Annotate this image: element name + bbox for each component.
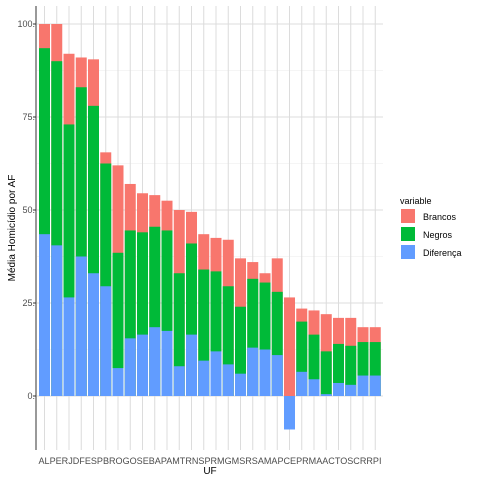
bar-diferena-df [75, 256, 87, 396]
bar-diferena-pi [369, 375, 381, 396]
y-tick-label: 0. [27, 391, 35, 401]
bar-diferena-ap [271, 355, 283, 396]
bar-negros-pa [161, 230, 173, 396]
y-tick-label: 25. [22, 298, 35, 308]
legend-label-diferenca: Diferença [423, 248, 462, 258]
bar-negros-ac [320, 351, 332, 396]
bar-diferena-mg [222, 364, 234, 396]
bars [39, 24, 381, 430]
bar-diferena-pr [296, 371, 308, 396]
bar-diferena-ro [112, 368, 124, 396]
y-axis: 0. 25. 50. 75. 100. [17, 19, 36, 401]
bar-negros-sc [345, 345, 357, 396]
bar-diferena-ac [320, 394, 332, 396]
legend-item-diferenca: Diferença [401, 245, 462, 259]
bar-diferena-sc [345, 384, 357, 396]
bar-negros-rr [357, 342, 369, 396]
bar-negros-pe [51, 61, 63, 396]
bar-diferena-mt [173, 366, 185, 396]
bar-negros-pr [296, 321, 308, 396]
bar-diferena-sp [198, 360, 210, 396]
x-tick-labels: ALPERJDFESPBROGOSEBAPAMTRNSPRMGMSRSAMAPC… [39, 456, 382, 466]
bar-negros-mg [222, 286, 234, 396]
bar-negros-am [259, 282, 271, 396]
x-axis-title: UF [203, 466, 216, 477]
bar-diferena-pb [100, 286, 112, 396]
bar-negros-pi [369, 342, 381, 396]
bar-diferena-ma [308, 379, 320, 396]
legend-item-brancos: Brancos [401, 209, 457, 223]
legend-key-negros [401, 227, 415, 241]
bar-negros-ms [235, 306, 246, 396]
bar-negros-se [137, 232, 148, 396]
bar-diferena-rs [247, 347, 259, 396]
bar-diferena-ba [149, 327, 161, 396]
y-tick-label: 50. [22, 205, 35, 215]
bar-diferena-to [333, 382, 344, 396]
y-tick-label: 75. [22, 112, 35, 122]
bar-negros-ba [149, 226, 161, 396]
bar-diferena-rn [186, 334, 197, 396]
bar-diferena-es [88, 273, 99, 396]
bar-negros-rs [247, 278, 259, 396]
bar-negros-rn [186, 243, 197, 396]
bar-diferena-ce [284, 396, 295, 430]
bar-diferena-rr [210, 351, 222, 396]
bar-brancos-ce [284, 297, 295, 396]
bar-negros-al [39, 48, 50, 397]
bar-diferena-am [259, 349, 271, 396]
bar-negros-ma [308, 334, 320, 396]
legend-key-brancos [401, 209, 415, 223]
bar-negros-rr [210, 271, 222, 396]
bar-diferena-go [124, 338, 136, 396]
bar-negros-rj [63, 124, 75, 396]
bar-negros-ro [112, 252, 124, 396]
legend-key-diferenca [401, 245, 415, 259]
bar-negros-ap [271, 291, 283, 396]
legend: variable Brancos Negros Diferença [400, 196, 462, 259]
legend-label-brancos: Brancos [423, 212, 457, 222]
bar-negros-go [124, 230, 136, 396]
bar-negros-pb [100, 163, 112, 396]
bar-negros-sp [198, 269, 210, 396]
bar-diferena-al [39, 234, 50, 396]
bar-diferena-se [137, 334, 148, 396]
bar-negros-to [333, 343, 344, 396]
bar-diferena-pa [161, 330, 173, 396]
legend-title: variable [400, 196, 432, 206]
legend-item-negros: Negros [401, 227, 453, 241]
y-tick-label: 100. [17, 19, 35, 29]
bar-negros-mt [173, 273, 185, 396]
legend-label-negros: Negros [423, 230, 453, 240]
bar-diferena-ms [235, 373, 246, 396]
bar-diferena-pe [51, 245, 63, 396]
bar-diferena-rj [63, 297, 75, 396]
bar-diferena-rr [357, 375, 369, 396]
bar-negros-df [75, 87, 87, 397]
bar-negros-es [88, 105, 99, 396]
y-axis-title: Média Homicídio por AF [7, 175, 18, 282]
